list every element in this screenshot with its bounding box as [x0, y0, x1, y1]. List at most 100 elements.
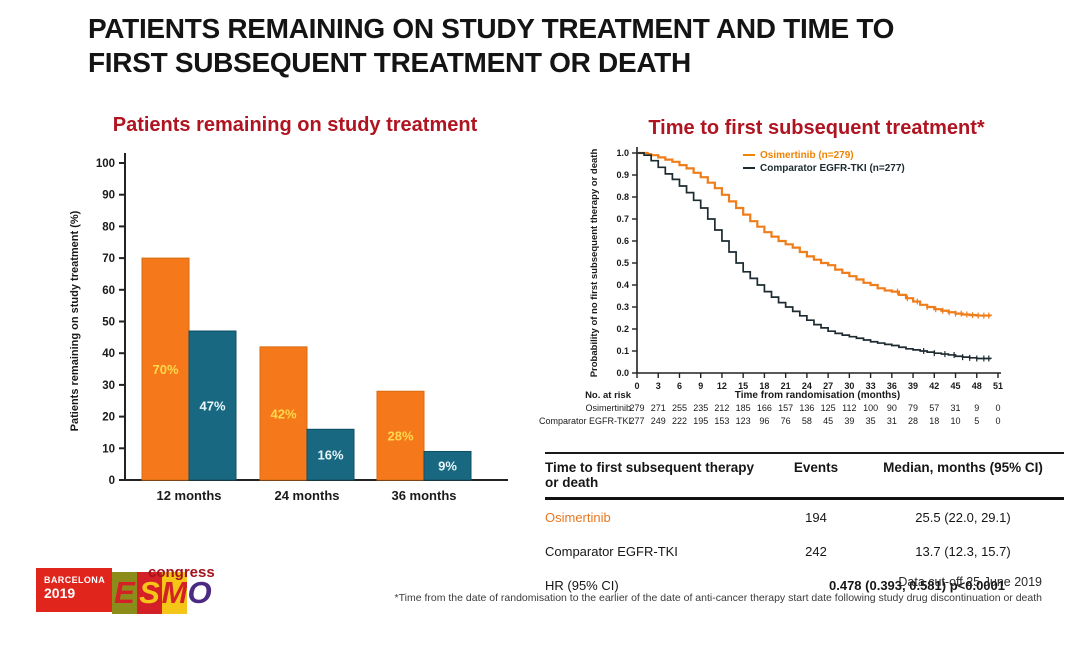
svg-text:0.0: 0.0: [616, 368, 629, 378]
svg-text:Time from randomisation (month: Time from randomisation (months): [735, 390, 900, 401]
svg-text:40: 40: [102, 348, 115, 360]
km-legend-entry: Comparator EGFR-TKI (n=277): [760, 163, 905, 174]
km-chart: 0.00.10.20.30.40.50.60.70.80.91.00 3 6 9 12 1…: [539, 147, 1003, 426]
svg-text:35: 35: [866, 416, 876, 426]
svg-text:36 months: 36 months: [391, 488, 456, 503]
svg-text:20: 20: [102, 412, 115, 424]
svg-text:24: 24: [802, 381, 812, 391]
table-row-osimertinib: Osimertinib 194 25.5 (22.0, 29.1): [545, 500, 1064, 534]
svg-text:27: 27: [823, 381, 833, 391]
page-title: PATIENTS REMAINING ON STUDY TREATMENT AN…: [88, 12, 894, 80]
svg-text:0.4: 0.4: [616, 280, 629, 290]
svg-text:136: 136: [799, 403, 814, 413]
svg-text:235: 235: [693, 403, 708, 413]
svg-text:42: 42: [929, 381, 939, 391]
table-row-comparator: Comparator EGFR-TKI 242 13.7 (12.3, 15.7…: [545, 534, 1064, 568]
svg-text:70%: 70%: [152, 362, 178, 377]
row-events: 242: [805, 544, 827, 559]
svg-text:18: 18: [759, 381, 769, 391]
svg-text:42%: 42%: [270, 406, 296, 421]
esmo-logo-letter: O: [187, 572, 212, 614]
svg-text:60: 60: [102, 285, 115, 297]
logo-city: BARCELONA: [44, 575, 106, 585]
summary-table: Time to first subsequent therapy or deat…: [545, 452, 1064, 602]
logo-city-year-box: BARCELONA 2019: [36, 568, 112, 612]
summary-header-events: Events: [793, 460, 839, 475]
svg-text:45: 45: [823, 416, 833, 426]
summary-header-label: Time to first subsequent therapy or deat…: [545, 460, 755, 490]
svg-text:157: 157: [778, 403, 793, 413]
svg-text:Probability of no first subseq: Probability of no first subsequent thera…: [589, 149, 600, 378]
logo-congress-text: congress: [148, 564, 215, 581]
svg-text:0.9: 0.9: [616, 170, 629, 180]
svg-text:70: 70: [102, 253, 115, 265]
svg-text:51: 51: [993, 381, 1003, 391]
svg-text:166: 166: [757, 403, 772, 413]
svg-text:21: 21: [781, 381, 791, 391]
row-events: 194: [805, 510, 827, 525]
svg-text:9: 9: [698, 381, 703, 391]
svg-text:0.3: 0.3: [616, 302, 629, 312]
page-title-line1: PATIENTS REMAINING ON STUDY TREATMENT AN…: [88, 13, 895, 44]
svg-text:271: 271: [651, 403, 666, 413]
svg-text:24 months: 24 months: [274, 488, 339, 503]
svg-text:0: 0: [995, 403, 1000, 413]
row-median: 25.5 (22.0, 29.1): [915, 510, 1011, 525]
bar-chart-plot: 0 10 20 30 40 50 60 70 80 90 100 Patients remaining…: [69, 153, 508, 503]
svg-text:0.6: 0.6: [616, 236, 629, 246]
svg-text:18: 18: [929, 416, 939, 426]
svg-text:28%: 28%: [387, 429, 413, 444]
svg-text:255: 255: [672, 403, 687, 413]
svg-text:0.5: 0.5: [616, 258, 629, 268]
svg-text:277: 277: [629, 416, 644, 426]
footnote-text: *Time from the date of randomisation to …: [394, 592, 1042, 604]
svg-text:153: 153: [714, 416, 729, 426]
svg-text:222: 222: [672, 416, 687, 426]
svg-text:58: 58: [802, 416, 812, 426]
svg-text:195: 195: [693, 416, 708, 426]
svg-text:96: 96: [759, 416, 769, 426]
svg-text:279: 279: [629, 403, 644, 413]
svg-text:45: 45: [951, 381, 961, 391]
row-median: 13.7 (12.3, 15.7): [915, 544, 1011, 559]
svg-text:28: 28: [908, 416, 918, 426]
svg-text:0.2: 0.2: [616, 324, 629, 334]
svg-text:47%: 47%: [199, 399, 225, 414]
svg-text:0.7: 0.7: [616, 214, 629, 224]
svg-text:12: 12: [717, 381, 727, 391]
data-cutoff-text: Data cut-off 25 June 2019: [898, 575, 1042, 589]
esmo-logo-letters: E S M O: [112, 572, 212, 614]
svg-text:39: 39: [844, 416, 854, 426]
km-chart-plot: 0.00.10.20.30.40.50.60.70.80.91.00 3 6 9 12 1…: [539, 147, 1003, 426]
svg-text:9: 9: [974, 403, 979, 413]
svg-text:100: 100: [863, 403, 878, 413]
row-label: Comparator EGFR-TKI: [545, 544, 678, 559]
svg-text:30: 30: [844, 381, 854, 391]
svg-text:90: 90: [102, 190, 115, 202]
svg-text:0: 0: [109, 475, 115, 487]
svg-text:31: 31: [951, 403, 961, 413]
risk-row-label: Osimertinib: [585, 403, 631, 413]
risk-row-label: Comparator EGFR-TKI: [539, 416, 631, 426]
svg-text:57: 57: [929, 403, 939, 413]
svg-text:33: 33: [866, 381, 876, 391]
svg-text:76: 76: [781, 416, 791, 426]
svg-text:10: 10: [102, 443, 115, 455]
esmo-logo-letter: E: [112, 572, 137, 614]
svg-text:90: 90: [887, 403, 897, 413]
km-chart-title: Time to first subsequent treatment*: [648, 117, 985, 139]
bar-chart: 0 10 20 30 40 50 60 70 80 90 100 Patients remaining…: [69, 153, 508, 503]
svg-text:31: 31: [887, 416, 897, 426]
svg-text:15: 15: [738, 381, 748, 391]
svg-text:50: 50: [102, 317, 115, 329]
row-label: HR (95% CI): [545, 578, 619, 593]
svg-text:No. at risk: No. at risk: [585, 390, 632, 401]
page-title-line2: FIRST SUBSEQUENT TREATMENT OR DEATH: [88, 47, 691, 78]
row-label: Osimertinib: [545, 510, 611, 525]
svg-text:123: 123: [736, 416, 751, 426]
svg-text:12 months: 12 months: [156, 488, 221, 503]
svg-text:79: 79: [908, 403, 918, 413]
svg-text:36: 36: [887, 381, 897, 391]
svg-text:6: 6: [677, 381, 682, 391]
